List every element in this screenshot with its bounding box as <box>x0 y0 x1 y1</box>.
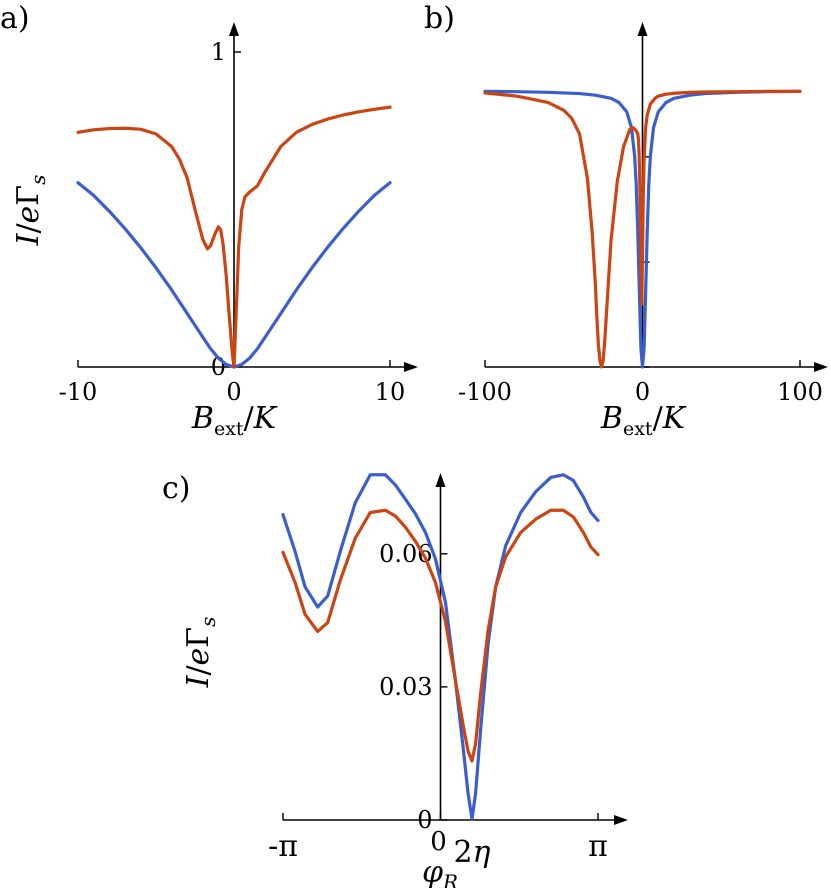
x-tick-label: 2η <box>453 835 490 870</box>
series-line-blue <box>281 473 600 821</box>
x-axis-arrow <box>404 362 418 372</box>
x-tick-label: -10 <box>59 378 98 406</box>
series-line-orange <box>483 89 802 369</box>
x-axis-arrow <box>814 362 828 372</box>
y-axis-arrow <box>435 473 446 487</box>
panel-label: c) <box>162 471 191 506</box>
x-axis-label: Bext/K <box>600 401 687 440</box>
series-line-orange <box>76 105 392 369</box>
series-line-blue <box>483 89 802 369</box>
y-tick-label: 1 <box>211 38 226 66</box>
panel-label: a) <box>0 1 30 36</box>
x-axis-label: φR <box>422 855 458 888</box>
x-tick-label: 0 <box>226 378 241 406</box>
y-axis-arrow <box>229 22 239 36</box>
x-tick-label: 0 <box>430 827 447 857</box>
series-line-orange <box>281 508 600 763</box>
x-tick-label: 0 <box>635 378 650 406</box>
x-tick-label: -π <box>268 829 298 864</box>
panel-b: b) -100 0 100 Bext/K <box>424 1 828 440</box>
y-tick-label: 0.03 <box>379 673 432 701</box>
y-axis-label: I/eΓs <box>11 175 50 247</box>
panel-label: b) <box>424 1 455 36</box>
x-axis-arrow <box>614 815 628 825</box>
y-axis-arrow <box>637 22 648 36</box>
x-tick-label: π <box>588 829 608 864</box>
x-tick-label: 100 <box>777 378 823 406</box>
x-tick-label: -100 <box>458 378 512 406</box>
y-axis-label: I/eΓs <box>181 617 220 689</box>
x-tick-label: 10 <box>375 378 406 406</box>
x-axis-label: Bext/K <box>191 401 278 440</box>
y-tick-label: 0 <box>417 806 432 834</box>
